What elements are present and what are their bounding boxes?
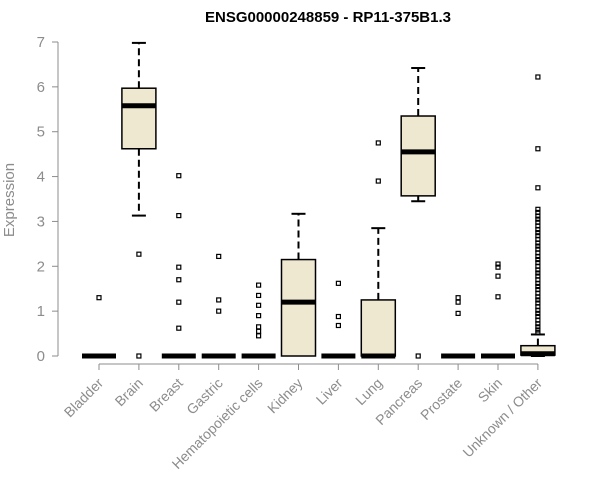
box-hematopoietic-cells [241,282,276,359]
outlier-point [256,328,262,334]
outlier-point [535,185,541,191]
y-tick-label: 0 [37,348,45,365]
outlier-point [535,330,541,336]
outlier-point [256,333,262,339]
outlier-point [335,313,341,320]
x-tick-label: Liver [313,375,346,408]
outlier-point [535,327,541,333]
outlier-point [256,313,262,319]
outlier-point [535,310,541,316]
box-prostate [441,295,476,359]
box-body [280,258,317,357]
outlier-point [535,146,541,152]
x-tick-label: Skin [475,375,506,406]
outlier-point [176,264,182,270]
outlier-point [535,74,541,80]
box-lung [360,140,397,359]
x-tick-label: Brain [112,375,146,409]
y-tick-label: 1 [37,303,45,320]
outlier-point [535,216,541,222]
box-bladder [82,295,116,359]
outlier-point [375,178,381,184]
y-tick-label: 4 [37,169,45,186]
outlier-point [415,353,421,359]
outlier-point [535,267,541,273]
outlier-point [535,206,541,212]
outlier-point [535,324,541,330]
outlier-point [375,140,381,146]
x-tick-label: Bladder [61,375,107,421]
outlier-point [256,282,262,288]
box-body [360,299,397,357]
outlier-point [96,295,102,301]
y-tick-label: 5 [37,124,45,141]
outlier-point [176,277,182,283]
chart-title: ENSG00000248859 - RP11-375B1.3 [205,9,451,26]
outlier-point [535,230,541,236]
outlier-point [455,299,461,305]
x-tick-label: Lung [352,375,385,408]
outlier-point [176,173,182,179]
outlier-point [176,325,182,331]
outlier-point [535,213,541,219]
outlier-point [495,273,501,279]
outlier-point [335,322,341,329]
x-tick-label: Breast [146,375,186,415]
outlier-point [216,297,222,303]
outlier-point [535,297,541,303]
outlier-point [136,353,142,359]
outlier-point [535,253,541,260]
outlier-point [335,280,341,286]
outlier-point [216,308,222,314]
outlier-point [455,310,461,316]
outlier-point [535,280,541,286]
x-tick-label: Prostate [417,375,465,423]
y-axis: 0 1 2 3 4 5 6 7 [37,34,59,365]
box-kidney [280,212,317,357]
outlier-point [495,294,501,300]
y-tick-label: 3 [37,213,45,230]
outlier-point [216,253,222,260]
outlier-point [455,295,461,301]
x-tick-label: Kidney [264,375,306,417]
outlier-point [535,307,541,313]
box-skin [481,261,515,359]
outlier-point [535,294,541,300]
box-body [121,87,157,150]
box-series [82,41,556,359]
outlier-point [535,240,541,246]
y-tick-label: 2 [37,258,45,275]
outlier-point [535,256,541,263]
y-tick-label: 7 [37,34,45,51]
outlier-point [495,261,501,267]
box-breast [161,173,196,359]
box-unknown-other [520,74,556,357]
outlier-point [495,264,501,270]
box-brain [121,41,157,359]
box-body [400,115,436,197]
outlier-point [535,243,541,249]
box-gastric [201,253,236,359]
outlier-point [176,299,182,305]
outlier-point [535,283,541,290]
outlier-point [535,321,541,327]
box-liver [321,280,356,359]
outlier-point [136,251,142,257]
outlier-point [535,226,541,233]
y-axis-label: Expression [1,163,18,237]
y-tick-label: 6 [37,79,45,96]
outlier-point [256,302,262,308]
outlier-point [176,212,182,219]
outlier-point [256,292,262,299]
outlier-point [535,270,541,276]
box-pancreas [400,67,436,359]
outlier-point [256,324,262,330]
